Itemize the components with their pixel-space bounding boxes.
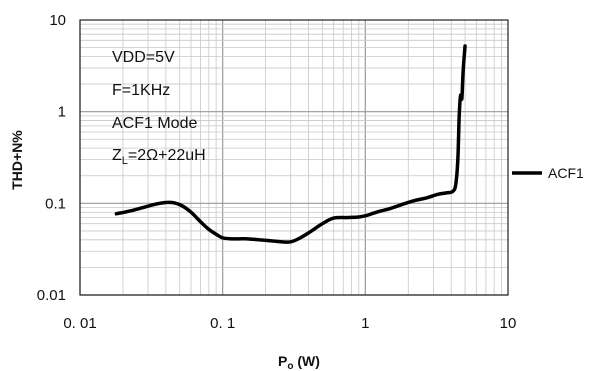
y-tick-label: 10 — [49, 12, 66, 29]
annotation-mode: ACF1 Mode — [112, 115, 197, 132]
x-axis-label-sub: o — [287, 361, 293, 371]
y-tick-labels: 10 1 0.1 0.01 — [37, 12, 66, 304]
y-tick-label: 0.01 — [37, 287, 66, 304]
annotation-frequency: F=1KHz — [112, 82, 170, 99]
x-tick-label: 10 — [500, 315, 517, 332]
legend: ACF1 — [512, 165, 584, 181]
plot-frame — [79, 19, 509, 296]
annotation-vdd: VDD=5V — [112, 49, 175, 66]
x-axis-label-main: P — [278, 353, 287, 369]
series-line-acf1 — [114, 44, 467, 244]
annotation-impedance: ZL=2Ω+22uH — [112, 147, 206, 167]
x-tick-label: 0. 01 — [63, 315, 96, 332]
x-tick-labels: 0. 01 0. 1 1 10 — [63, 315, 516, 332]
chart-grid — [79, 20, 508, 296]
x-axis-label-unit: (W) — [294, 353, 320, 369]
y-axis-label: THD+N% — [9, 130, 25, 190]
x-tick-label: 1 — [361, 315, 369, 332]
y-tick-label: 0.1 — [45, 195, 66, 212]
legend-label-acf1: ACF1 — [548, 165, 584, 181]
y-tick-label: 1 — [58, 104, 66, 121]
x-axis-label: Po (W) — [278, 353, 320, 371]
conditions-annotation: VDD=5V F=1KHz ACF1 Mode ZL=2Ω+22uH — [112, 49, 206, 167]
x-tick-label: 0. 1 — [210, 315, 235, 332]
